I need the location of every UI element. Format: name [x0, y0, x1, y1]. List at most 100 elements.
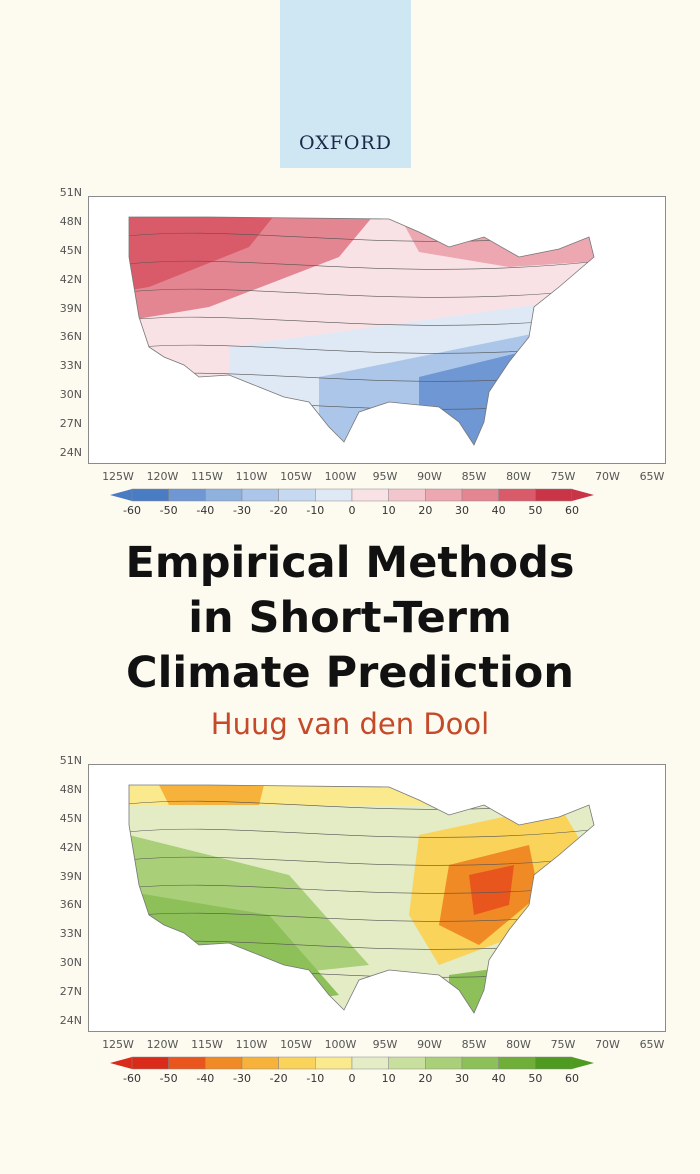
colorbar-tick-label: 10 — [381, 504, 396, 517]
colorbar-tick-label: -50 — [159, 1072, 178, 1085]
publisher-name: OXFORD — [298, 132, 393, 154]
colorbar-tick-label: 0 — [348, 1072, 356, 1085]
colorbar-segment — [461, 488, 499, 502]
lon-label: 120W — [146, 1038, 179, 1051]
colorbar-segment — [498, 488, 536, 502]
colorbar-segment — [131, 488, 169, 502]
lat-label: 45N — [59, 243, 82, 257]
lat-label: 48N — [59, 214, 82, 228]
lat-label: 27N — [59, 417, 82, 431]
colorbar-tick-label: 60 — [565, 1072, 579, 1085]
colorbar-segment — [388, 1056, 426, 1070]
colorbar-tick-label: -20 — [269, 1072, 288, 1085]
lat-label: 27N — [59, 985, 82, 999]
colorbar-segment — [351, 1056, 389, 1070]
lon-label: 125W — [102, 1038, 134, 1051]
colorbar-segment — [535, 1056, 573, 1070]
colorbar-segment — [168, 488, 206, 502]
map-frame — [88, 196, 666, 464]
lat-label: 42N — [59, 272, 82, 286]
map-color-band — [149, 785, 269, 805]
lon-label: 65W — [639, 470, 665, 483]
colorbar-segment — [535, 488, 573, 502]
contour-line — [129, 287, 594, 298]
map-color-band — [509, 965, 594, 1013]
lat-label: 36N — [59, 898, 82, 912]
colorbar-segment — [241, 488, 279, 502]
colorbar-tick-label: 20 — [418, 504, 433, 517]
map-frame — [88, 764, 666, 1032]
colorbar-segment — [278, 488, 316, 502]
colorbar-segment — [351, 488, 389, 502]
us-map-graphic — [128, 784, 595, 1014]
colorbar-tick-label: 0 — [348, 504, 356, 517]
lon-label: 110W — [235, 470, 268, 483]
colorbar-tick-label: -30 — [233, 504, 251, 517]
lat-label: 39N — [59, 869, 82, 883]
colorbar-left-arrow — [110, 1057, 132, 1069]
lon-label: 70W — [595, 470, 620, 483]
lat-label: 45N — [59, 811, 82, 825]
contour-line — [129, 259, 594, 270]
lon-label: 125W — [102, 470, 134, 483]
lon-label: 85W — [461, 1038, 487, 1051]
lon-label: 100W — [324, 470, 357, 483]
lat-label: 33N — [59, 359, 82, 373]
colorbar-tick-label: -60 — [123, 504, 141, 517]
lat-label: 51N — [59, 754, 82, 767]
colorbar-segment — [461, 1056, 499, 1070]
lat-label: 51N — [59, 186, 82, 199]
top-temperature-map: 51N 48N 45N 42N 39N 36N 33N 30N 27N 24N 125W 120W 11… — [50, 186, 666, 530]
colorbar-segment — [498, 1056, 536, 1070]
lat-label: 39N — [59, 301, 82, 315]
colorbar-right-arrow — [572, 489, 594, 501]
colorbar-segment — [315, 1056, 353, 1070]
lon-label: 90W — [417, 1038, 442, 1051]
lat-label: 42N — [59, 840, 82, 854]
lon-label: 105W — [280, 470, 312, 483]
bottom-precipitation-map: 51N 48N 45N 42N 39N 36N 33N 30N 27N 24N 125W 120W 11… — [50, 754, 666, 1098]
colorbar-tick-label: 50 — [528, 504, 543, 517]
lat-label: 48N — [59, 782, 82, 796]
lon-label: 75W — [550, 470, 576, 483]
colorbar-tick-label: 60 — [565, 504, 579, 517]
contour-line — [129, 883, 594, 894]
colorbar-tick-label: -50 — [159, 504, 178, 517]
lat-label: 30N — [59, 956, 82, 970]
colorbar-segment — [168, 1056, 206, 1070]
lat-label: 24N — [59, 1014, 82, 1027]
colorbar-tick-label: -10 — [306, 1072, 325, 1085]
us-outline — [128, 216, 595, 446]
colorbar-tick-label: 40 — [491, 504, 506, 517]
colorbar-tick-label: 40 — [491, 1072, 506, 1085]
lon-label: 65W — [639, 1038, 665, 1051]
us-map-graphic — [128, 216, 595, 446]
colorbar-segment — [131, 1056, 169, 1070]
title-line-2: in Short-Term — [188, 593, 512, 643]
book-title-block: Empirical Methods in Short-Term Climate … — [0, 536, 700, 741]
colorbar-right-arrow — [572, 1057, 594, 1069]
lon-label: 110W — [235, 1038, 268, 1051]
colorbar-tick-label: 50 — [528, 1072, 543, 1085]
colorbar-segment — [205, 1056, 243, 1070]
lon-label: 70W — [595, 1038, 620, 1051]
lon-label: 115W — [191, 1038, 223, 1051]
colorbar-tick-label: 10 — [381, 1072, 396, 1085]
colorbar — [110, 488, 594, 502]
colorbar-tick-label: -40 — [196, 504, 215, 517]
lon-label: 95W — [372, 1038, 398, 1051]
lat-label: 33N — [59, 927, 82, 941]
colorbar-tick-label: -60 — [123, 1072, 141, 1085]
lon-label: 120W — [146, 470, 179, 483]
colorbar-segment — [241, 1056, 279, 1070]
colorbar-tick-label: 20 — [418, 1072, 433, 1085]
lat-label: 30N — [59, 388, 82, 402]
lon-label: 80W — [506, 1038, 531, 1051]
colorbar-segment — [315, 488, 353, 502]
lat-label: 24N — [59, 446, 82, 459]
contour-line — [129, 827, 594, 838]
lon-label: 85W — [461, 470, 487, 483]
lon-label: 90W — [417, 470, 442, 483]
colorbar-left-arrow — [110, 489, 132, 501]
colorbar — [110, 1056, 594, 1070]
